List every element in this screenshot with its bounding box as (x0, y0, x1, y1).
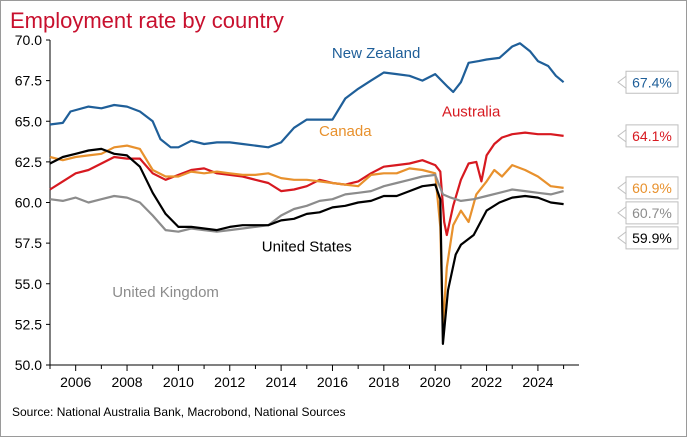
y-tick-label: 62.5 (15, 154, 42, 170)
y-tick-label: 67.5 (15, 73, 42, 89)
x-tick-label: 2010 (163, 374, 194, 390)
end-value-canada: 60.9% (632, 180, 672, 196)
end-callout-box (625, 201, 679, 225)
series-line-canada (49, 144, 564, 329)
series-line-new-zealand (49, 42, 565, 149)
y-tick-label: 50.0 (15, 357, 42, 373)
x-tick-label: 2012 (214, 374, 245, 390)
x-tick-label: 2006 (60, 374, 91, 390)
x-tick-label: 2024 (522, 374, 553, 390)
end-callout-pointer (617, 180, 627, 195)
y-tick-label: 55.0 (15, 276, 42, 292)
chart-title: Employment rate by country (10, 8, 284, 33)
y-tick-label: 60.0 (15, 195, 42, 211)
series-label-canada: Canada (319, 123, 372, 140)
chart-source: Source: National Australia Bank, Macrobo… (12, 405, 346, 419)
y-tick-label: 52.5 (15, 316, 42, 332)
y-tick-label: 70.0 (15, 32, 42, 48)
x-tick-label: 2014 (266, 374, 297, 390)
series-label-united-kingdom: United Kingdom (112, 284, 219, 301)
end-callout-pointer (617, 128, 627, 143)
x-tick-label: 2008 (111, 374, 142, 390)
end-callout-box (625, 70, 679, 94)
y-tick-label: 57.5 (15, 235, 42, 251)
end-callout-pointer (617, 205, 627, 220)
end-callout-pointer (617, 75, 627, 90)
series-label-new-zealand: New Zealand (332, 45, 420, 62)
x-tick-label: 2020 (420, 374, 451, 390)
end-callout-pointer (617, 230, 627, 245)
series-line-united-kingdom (49, 173, 564, 233)
series-line-australia (49, 131, 564, 237)
end-callout-box (625, 124, 679, 148)
x-tick-label: 2016 (317, 374, 348, 390)
series-label-australia: Australia (442, 103, 501, 120)
end-value-united-kingdom: 60.7% (632, 205, 672, 221)
series-line-united-states (49, 147, 564, 345)
end-value-new-zealand: 67.4% (632, 74, 672, 90)
end-callout-box (625, 176, 679, 200)
series-label-united-states: United States (262, 238, 352, 255)
y-tick-label: 65.0 (15, 113, 42, 129)
x-tick-label: 2018 (368, 374, 399, 390)
end-callout-box (625, 226, 679, 250)
end-value-united-states: 59.9% (632, 230, 672, 246)
end-value-australia: 64.1% (632, 128, 672, 144)
x-tick-label: 2022 (471, 374, 502, 390)
